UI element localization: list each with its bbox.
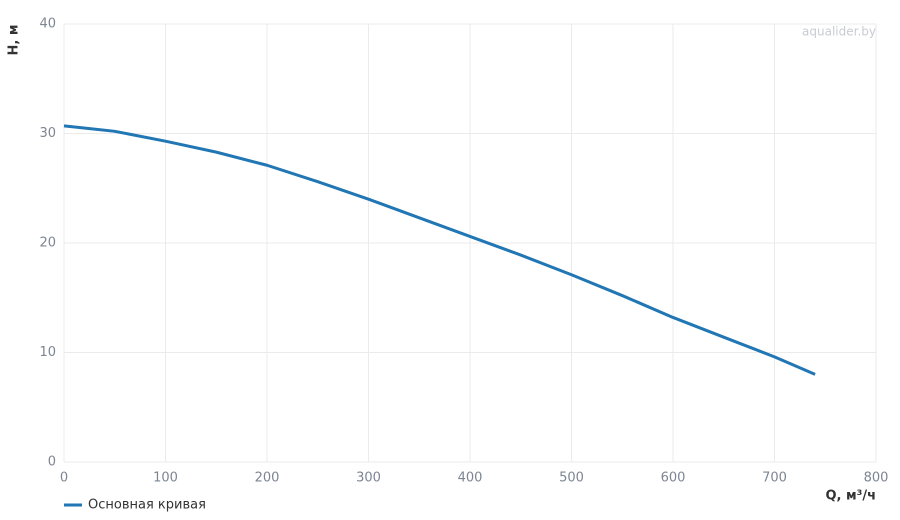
y-tick-label: 30 [39, 126, 56, 141]
x-tick-label: 600 [661, 471, 686, 486]
line-series [63, 124, 816, 376]
x-tick-label: 0 [60, 471, 68, 486]
x-tick-label: 700 [762, 471, 787, 486]
x-axis-title: Q, м³/ч [825, 489, 876, 504]
x-tick-label: 500 [559, 471, 584, 486]
y-tick-label: 40 [39, 17, 56, 32]
watermark: aqualider.by [802, 25, 876, 39]
y-tick-label: 10 [39, 345, 56, 360]
x-tick-label: 100 [153, 471, 178, 486]
x-tick-label: 800 [864, 471, 889, 486]
y-tick-label: 20 [39, 236, 56, 251]
legend-label: Основная кривая [88, 498, 206, 513]
x-tick-label: 400 [458, 471, 483, 486]
x-tick-label: 200 [255, 471, 280, 486]
y-axis-title: H, м [7, 25, 22, 56]
x-tick-label: 300 [356, 471, 381, 486]
y-tick-label: 0 [48, 455, 56, 470]
